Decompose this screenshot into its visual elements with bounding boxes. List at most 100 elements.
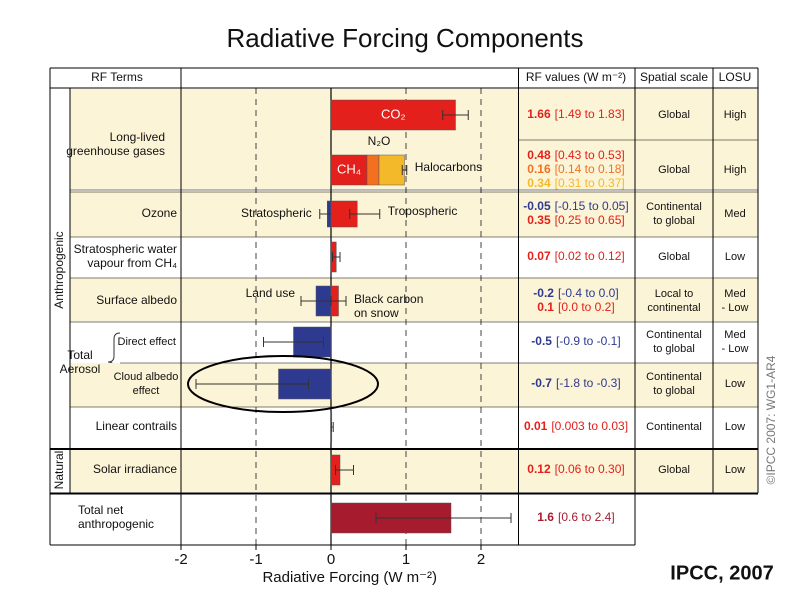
chart-title: Radiative Forcing Components (227, 23, 584, 53)
rf-value: -0.2 [-0.4 to 0.0] (533, 286, 618, 300)
rf-value-range: [0.25 to 0.65] (555, 213, 625, 227)
rf-value-range: [0.43 to 0.53] (555, 148, 625, 162)
term-label: Halocarbons (415, 160, 482, 174)
rf-value-number: 0.35 (527, 213, 551, 227)
spatial-scale: continental (647, 302, 700, 314)
row-label: anthropogenic (78, 517, 154, 531)
rf-value-number: 0.07 (527, 249, 551, 263)
column-header: Spatial scale (640, 70, 708, 84)
bar (378, 154, 405, 186)
x-tick-label: -1 (249, 551, 262, 568)
row-label: Direct effect (118, 336, 177, 348)
losu: Low (725, 251, 745, 263)
term-label: Land use (246, 286, 296, 300)
error-bar (349, 209, 381, 219)
losu: Med (724, 329, 745, 341)
rf-value: 0.07 [0.02 to 0.12] (527, 249, 624, 263)
error-bar (401, 165, 408, 175)
bar (366, 154, 380, 186)
spatial-scale: Global (658, 109, 690, 121)
rf-value-number: 0.48 (527, 148, 551, 162)
rf-value-number: 0.01 (524, 419, 548, 433)
rf-value: -0.5 [-0.9 to -0.1] (531, 334, 620, 348)
rf-value-number: -0.05 (523, 199, 551, 213)
rf-value: -0.05 [-0.15 to 0.05] (523, 199, 628, 213)
error-bar (335, 465, 354, 475)
rf-value-range: [0.31 to 0.37] (555, 176, 625, 190)
x-axis-label: Radiative Forcing (W m⁻²) (262, 569, 437, 586)
term-label: Stratospheric (241, 206, 312, 220)
group-label: Anthropogenic (52, 231, 66, 308)
row-label: Total net (78, 503, 124, 517)
spatial-scale: Global (658, 251, 690, 263)
spatial-scale: Continental (646, 421, 702, 433)
column-header: RF Terms (91, 70, 143, 84)
rf-value: 0.12 [0.06 to 0.30] (527, 462, 624, 476)
x-tick-label: 2 (477, 551, 485, 568)
row-label: Ozone (142, 206, 178, 220)
term-label: on snow (354, 306, 399, 320)
rf-value-range: [-1.8 to -0.3] (556, 376, 621, 390)
rf-value-number: 1.6 (537, 510, 554, 524)
row-label: Linear contrails (96, 419, 177, 433)
error-bar (375, 513, 512, 523)
rf-value-range: [0.14 to 0.18] (555, 162, 625, 176)
rf-value-number: 0.34 (527, 176, 551, 190)
error-bar (330, 422, 334, 432)
spatial-scale: Continental (646, 201, 702, 213)
rf-value-number: -0.2 (533, 286, 554, 300)
row-label: effect (133, 385, 160, 397)
spatial-scale: Continental (646, 329, 702, 341)
spatial-scale: to global (653, 385, 695, 397)
rf-value-range: [1.49 to 1.83] (555, 107, 625, 121)
losu: Low (725, 421, 745, 433)
credit: ©IPCC 2007: WG1-AR4 (764, 355, 778, 484)
row-label: greenhouse gases (66, 144, 165, 158)
bar (330, 154, 368, 186)
rf-value-range: [0.0 to 0.2] (558, 300, 615, 314)
row-label: Long-lived (110, 130, 165, 144)
rf-value-range: [0.06 to 0.30] (555, 462, 625, 476)
losu: - Low (722, 343, 749, 355)
losu: Med (724, 288, 745, 300)
spatial-scale: Global (658, 464, 690, 476)
spatial-scale: to global (653, 343, 695, 355)
row-background (70, 192, 758, 237)
rf-value: 0.01 [0.003 to 0.03] (524, 419, 628, 433)
rf-value: 1.6 [0.6 to 2.4] (537, 510, 614, 524)
highlight-ellipse (187, 355, 379, 413)
rf-value-number: 0.12 (527, 462, 551, 476)
x-tick-label: 0 (327, 551, 335, 568)
rf-value: 0.34 [0.31 to 0.37] (527, 176, 624, 190)
error-bar (263, 337, 324, 347)
rf-value-number: -0.5 (531, 334, 552, 348)
rf-value: 0.16 [0.14 to 0.18] (527, 162, 624, 176)
error-bar (195, 379, 309, 389)
spatial-scale: Local to (655, 288, 694, 300)
spatial-scale: Continental (646, 371, 702, 383)
x-tick-label: 1 (402, 551, 410, 568)
row-label: Surface albedo (96, 293, 177, 307)
spatial-scale: Global (658, 164, 690, 176)
rf-value: 1.66 [1.49 to 1.83] (527, 107, 624, 121)
rf-value-range: [0.003 to 0.03] (551, 419, 628, 433)
group-sub-label: Aerosol (60, 362, 101, 376)
term-label: Black carbon (354, 292, 423, 306)
rf-value: 0.1 [0.0 to 0.2] (537, 300, 614, 314)
losu: High (724, 109, 747, 121)
group-label: Natural (52, 451, 66, 490)
row-background (70, 363, 758, 407)
term-label: N₂O (368, 134, 391, 148)
column-header: RF values (W m⁻²) (526, 70, 626, 84)
rf-value-number: -0.7 (531, 376, 552, 390)
term-label: CH₄ (337, 161, 361, 176)
group-sub-label: Total (67, 348, 92, 362)
rf-value-range: [-0.15 to 0.05] (555, 199, 629, 213)
rf-value-range: [-0.9 to -0.1] (556, 334, 621, 348)
rf-value-number: 0.16 (527, 162, 551, 176)
losu: - Low (722, 302, 749, 314)
row-label: vapour from CH₄ (87, 256, 177, 270)
losu: Low (725, 378, 745, 390)
rf-value: 0.48 [0.43 to 0.53] (527, 148, 624, 162)
